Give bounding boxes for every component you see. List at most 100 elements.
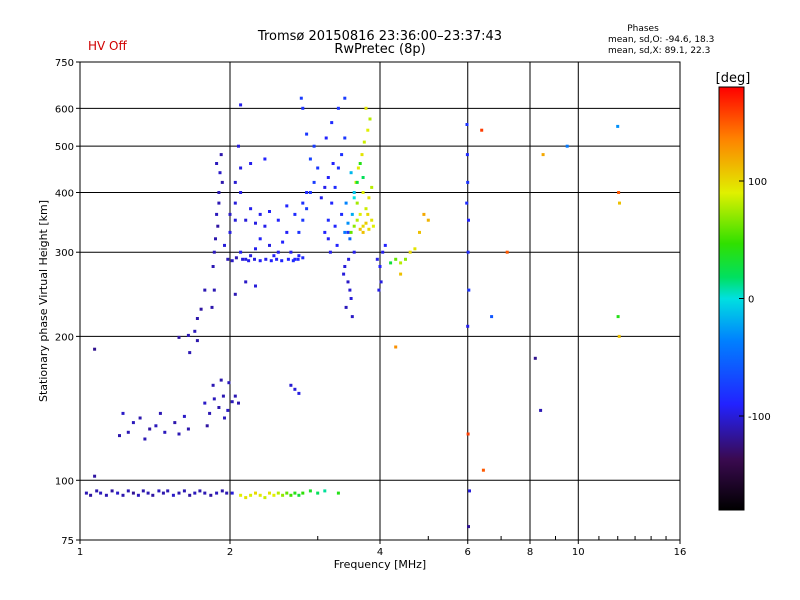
colorbar-tick-label: 0 <box>748 295 754 306</box>
data-point <box>296 257 300 261</box>
data-point <box>371 224 375 228</box>
data-point <box>301 491 305 495</box>
data-point <box>480 128 484 132</box>
x-tick-label: 2 <box>227 547 233 558</box>
data-point <box>93 474 97 478</box>
plot-subtitle: RwPretec (8p) <box>334 42 425 57</box>
data-point <box>157 489 161 493</box>
data-point <box>541 153 545 157</box>
data-point <box>195 339 199 343</box>
data-point <box>186 427 190 431</box>
data-point <box>143 437 147 441</box>
y-axis-ticks: 75 100 200 300 400 500 600 750 <box>55 58 80 547</box>
data-point <box>343 230 347 234</box>
data-point <box>195 317 199 320</box>
data-point <box>205 424 209 428</box>
data-point <box>217 201 221 205</box>
data-point <box>481 468 485 472</box>
data-point <box>126 489 130 493</box>
data-point <box>352 224 356 228</box>
colorbar-ticks: 100 0 -100 <box>739 177 771 423</box>
data-point <box>336 491 340 495</box>
data-point <box>299 96 303 100</box>
data-point <box>468 489 471 493</box>
data-point <box>182 414 186 418</box>
data-point <box>505 250 509 254</box>
data-point <box>99 491 103 495</box>
data-point <box>293 257 297 261</box>
data-point <box>343 96 347 100</box>
grid-lines <box>80 62 680 540</box>
data-point <box>230 400 234 404</box>
data-point <box>247 259 251 263</box>
data-point <box>408 250 412 254</box>
data-point <box>239 166 243 170</box>
data-point <box>177 335 181 339</box>
data-point <box>370 185 374 189</box>
data-point <box>301 106 305 110</box>
data-point <box>269 259 273 263</box>
y-axis-label: Stationary phase Virtual Height [km] <box>37 200 50 402</box>
data-point <box>239 493 243 497</box>
data-point <box>214 237 217 241</box>
data-point <box>617 334 621 338</box>
data-point <box>215 491 219 495</box>
data-point <box>293 387 297 391</box>
data-point <box>258 212 262 216</box>
data-point <box>305 191 309 194</box>
data-point <box>349 171 353 175</box>
data-point <box>186 333 190 337</box>
data-point <box>336 106 340 110</box>
data-point <box>141 489 145 493</box>
data-point <box>161 491 165 495</box>
stats-heading: Phases <box>627 24 659 34</box>
data-point <box>285 491 289 495</box>
data-point <box>177 491 181 495</box>
data-point <box>193 491 197 495</box>
data-points <box>84 96 621 529</box>
data-point <box>328 250 332 254</box>
data-point <box>289 250 293 254</box>
data-point <box>258 259 262 263</box>
data-point <box>333 224 337 228</box>
data-point <box>379 280 383 284</box>
data-point <box>342 272 346 276</box>
data-point <box>233 201 237 205</box>
data-point <box>413 247 417 251</box>
data-point <box>118 434 121 438</box>
data-point <box>276 491 280 495</box>
data-point <box>217 406 221 409</box>
data-point <box>177 432 181 436</box>
data-point <box>272 493 276 497</box>
data-point <box>198 489 202 493</box>
plot-area: 1 2 4 6 8 10 16 75 100 200 300 400 500 600 750 <box>55 58 686 558</box>
data-point <box>361 224 365 228</box>
data-point <box>291 259 295 263</box>
data-point <box>305 207 309 211</box>
data-point <box>297 493 301 497</box>
data-point <box>355 201 359 205</box>
y-tick-label: 300 <box>55 248 74 259</box>
data-point <box>220 180 224 184</box>
data-point <box>348 288 352 292</box>
data-point <box>326 237 330 241</box>
data-point <box>215 212 219 216</box>
data-point <box>233 394 237 398</box>
data-point <box>276 250 280 254</box>
stats-x-mode: mean, sd,X: 89.1, 22.3 <box>608 46 710 56</box>
data-point <box>216 224 220 228</box>
data-point <box>349 297 353 300</box>
data-point <box>239 103 243 107</box>
data-point <box>289 493 293 497</box>
data-point <box>539 408 543 412</box>
data-point <box>293 212 297 216</box>
data-point <box>281 240 285 244</box>
data-point <box>361 191 365 194</box>
data-point <box>116 491 120 495</box>
data-point <box>263 496 267 500</box>
hv-status: HV Off <box>88 39 127 53</box>
data-point <box>367 227 371 231</box>
x-tick-label: 4 <box>377 547 383 558</box>
data-point <box>377 288 381 292</box>
data-point <box>399 261 403 265</box>
